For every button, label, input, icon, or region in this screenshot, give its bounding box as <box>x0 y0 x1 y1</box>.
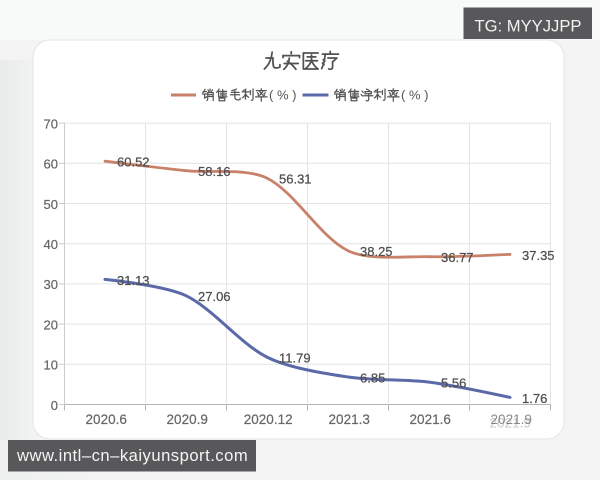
svg-text:( % ): ( % ) <box>401 88 428 103</box>
svg-text:27.06: 27.06 <box>198 289 231 304</box>
svg-text:2020.12: 2020.12 <box>244 412 293 427</box>
svg-text:( % ): ( % ) <box>269 88 296 103</box>
svg-text:2020.9: 2020.9 <box>167 412 208 427</box>
svg-text:6.85: 6.85 <box>360 371 385 386</box>
svg-text:37.35: 37.35 <box>522 248 555 263</box>
svg-text:58.16: 58.16 <box>198 164 231 179</box>
svg-text:38.25: 38.25 <box>360 244 393 259</box>
svg-text:70: 70 <box>44 116 58 131</box>
svg-text:10: 10 <box>44 358 58 373</box>
svg-text:0: 0 <box>51 398 58 413</box>
svg-text:30: 30 <box>44 277 58 292</box>
svg-text:50: 50 <box>44 197 58 212</box>
svg-text:2021.3: 2021.3 <box>329 412 370 427</box>
svg-text:2020.6: 2020.6 <box>86 412 127 427</box>
svg-text:1.76: 1.76 <box>522 391 547 406</box>
svg-text:60: 60 <box>44 157 58 172</box>
svg-text:56.31: 56.31 <box>279 172 312 187</box>
svg-text:11.79: 11.79 <box>279 351 311 366</box>
svg-text:31.13: 31.13 <box>117 273 150 288</box>
svg-text:36.77: 36.77 <box>441 250 474 265</box>
svg-text:2021.6: 2021.6 <box>410 412 451 427</box>
svg-text:TG: MYYJJPP: TG: MYYJJPP <box>475 16 582 35</box>
svg-text:60.52: 60.52 <box>117 155 150 170</box>
svg-text:40: 40 <box>44 237 58 252</box>
svg-text:2021.9: 2021.9 <box>491 412 532 427</box>
svg-text:5.56: 5.56 <box>441 376 466 391</box>
svg-text:20: 20 <box>44 317 58 332</box>
svg-text:www.intl–cn–kaiyunsport.com: www.intl–cn–kaiyunsport.com <box>16 446 248 465</box>
svg-text:2021.9: 2021.9 <box>490 416 531 431</box>
